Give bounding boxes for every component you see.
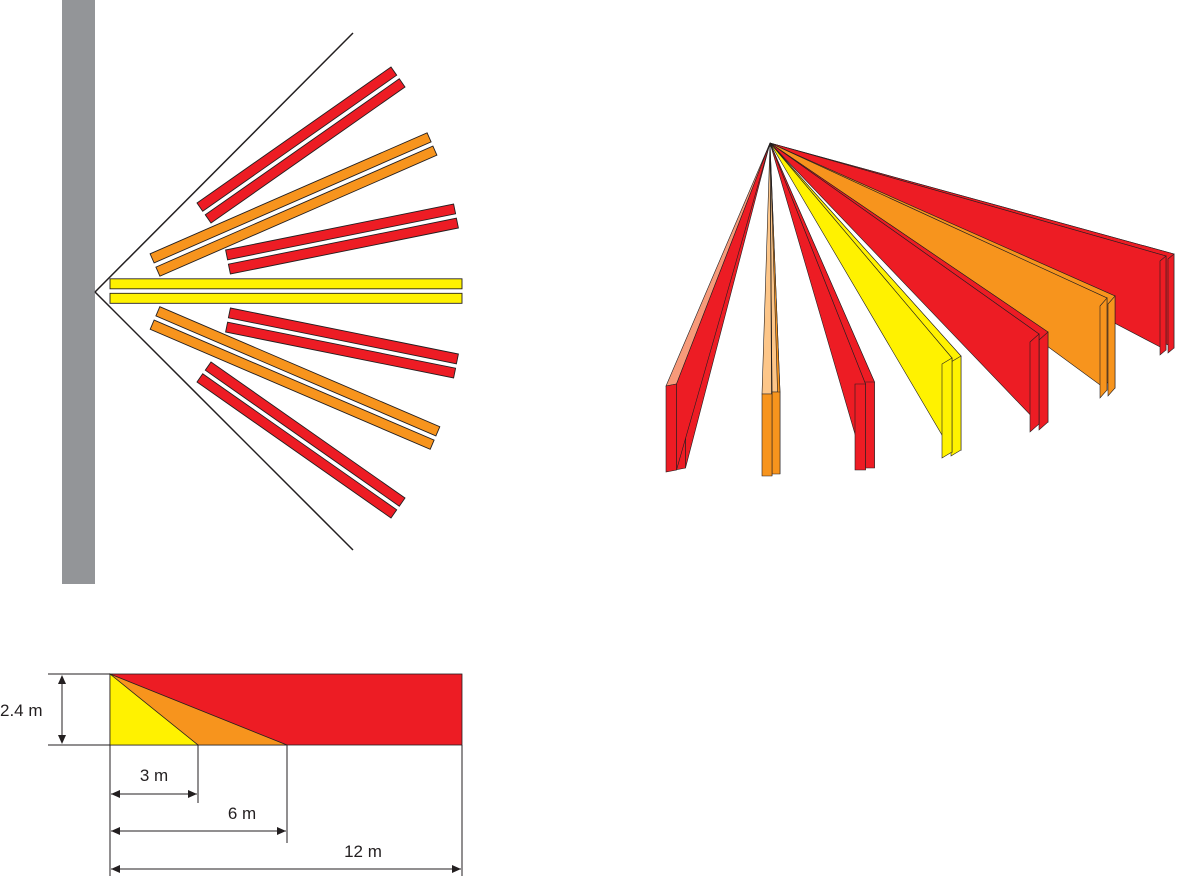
slab-end-face — [1107, 295, 1116, 397]
top-zone-bar-red — [204, 361, 406, 507]
distance-3m-arrow-right — [188, 790, 197, 798]
slab-end-face — [1099, 297, 1108, 399]
height-arrow-bottom — [58, 735, 66, 744]
distance-6m-label: 6 m — [228, 804, 256, 823]
coverage-boundary-upper — [94, 32, 354, 293]
coverage-boundary-lower — [94, 291, 354, 551]
slab-end-face — [1038, 331, 1049, 431]
top-zone-bar-orange — [155, 306, 441, 437]
slab-top-face — [665, 142, 771, 387]
top-zone-bar-orange — [155, 145, 438, 277]
wall — [62, 0, 95, 584]
slab-end-face — [941, 357, 953, 459]
top-zone-bar-red — [225, 203, 457, 261]
distance-3m-arrow-left — [111, 790, 120, 798]
slab-side-face — [685, 142, 771, 469]
distance-12m-arrow-right — [452, 865, 461, 873]
slab-end-face — [761, 393, 773, 477]
slab-end-face — [854, 383, 866, 471]
side-zone-yellow — [109, 673, 200, 746]
top-zone-bar-yellow — [109, 292, 463, 304]
slab-end-face — [950, 355, 962, 457]
top-zone-bar-orange — [149, 319, 435, 450]
distance-12m-arrow-left — [111, 865, 120, 873]
top-zone-bar-orange — [149, 132, 432, 264]
top-view — [62, 0, 463, 584]
height-arrow-top — [58, 675, 66, 684]
distance-3m-label: 3 m — [140, 766, 168, 785]
distance-6m-arrow-right — [277, 827, 286, 835]
side-view: 2.4 m 3 m 6 m 12 m — [0, 673, 463, 876]
top-zone-bar-red — [196, 373, 398, 519]
slab-end-face — [1029, 333, 1040, 433]
top-view-zone-bars — [109, 66, 463, 519]
distance-12m-label: 12 m — [344, 842, 382, 861]
top-zone-bar-red — [196, 66, 398, 212]
top-zone-bar-red — [227, 307, 459, 365]
top-zone-bar-red — [225, 321, 457, 379]
slab-end-face — [1167, 253, 1175, 354]
slab-end-face — [1159, 255, 1167, 356]
perspective-zone-slab-red — [665, 142, 771, 473]
slab-side-face — [676, 142, 771, 471]
perspective-zone-slab-red — [769, 142, 875, 471]
height-label: 2.4 m — [0, 701, 43, 720]
top-zone-bar-red — [204, 78, 406, 224]
top-zone-bar-red — [227, 217, 459, 275]
slab-end-face — [665, 383, 677, 473]
perspective-zone-slab-orange — [761, 142, 781, 477]
perspective-view — [665, 142, 1175, 477]
top-zone-bar-yellow — [109, 278, 463, 290]
distance-6m-arrow-left — [111, 827, 120, 835]
perspective-zone-slab-yellow — [769, 142, 962, 459]
perspective-zone-slab-red — [769, 142, 1049, 433]
